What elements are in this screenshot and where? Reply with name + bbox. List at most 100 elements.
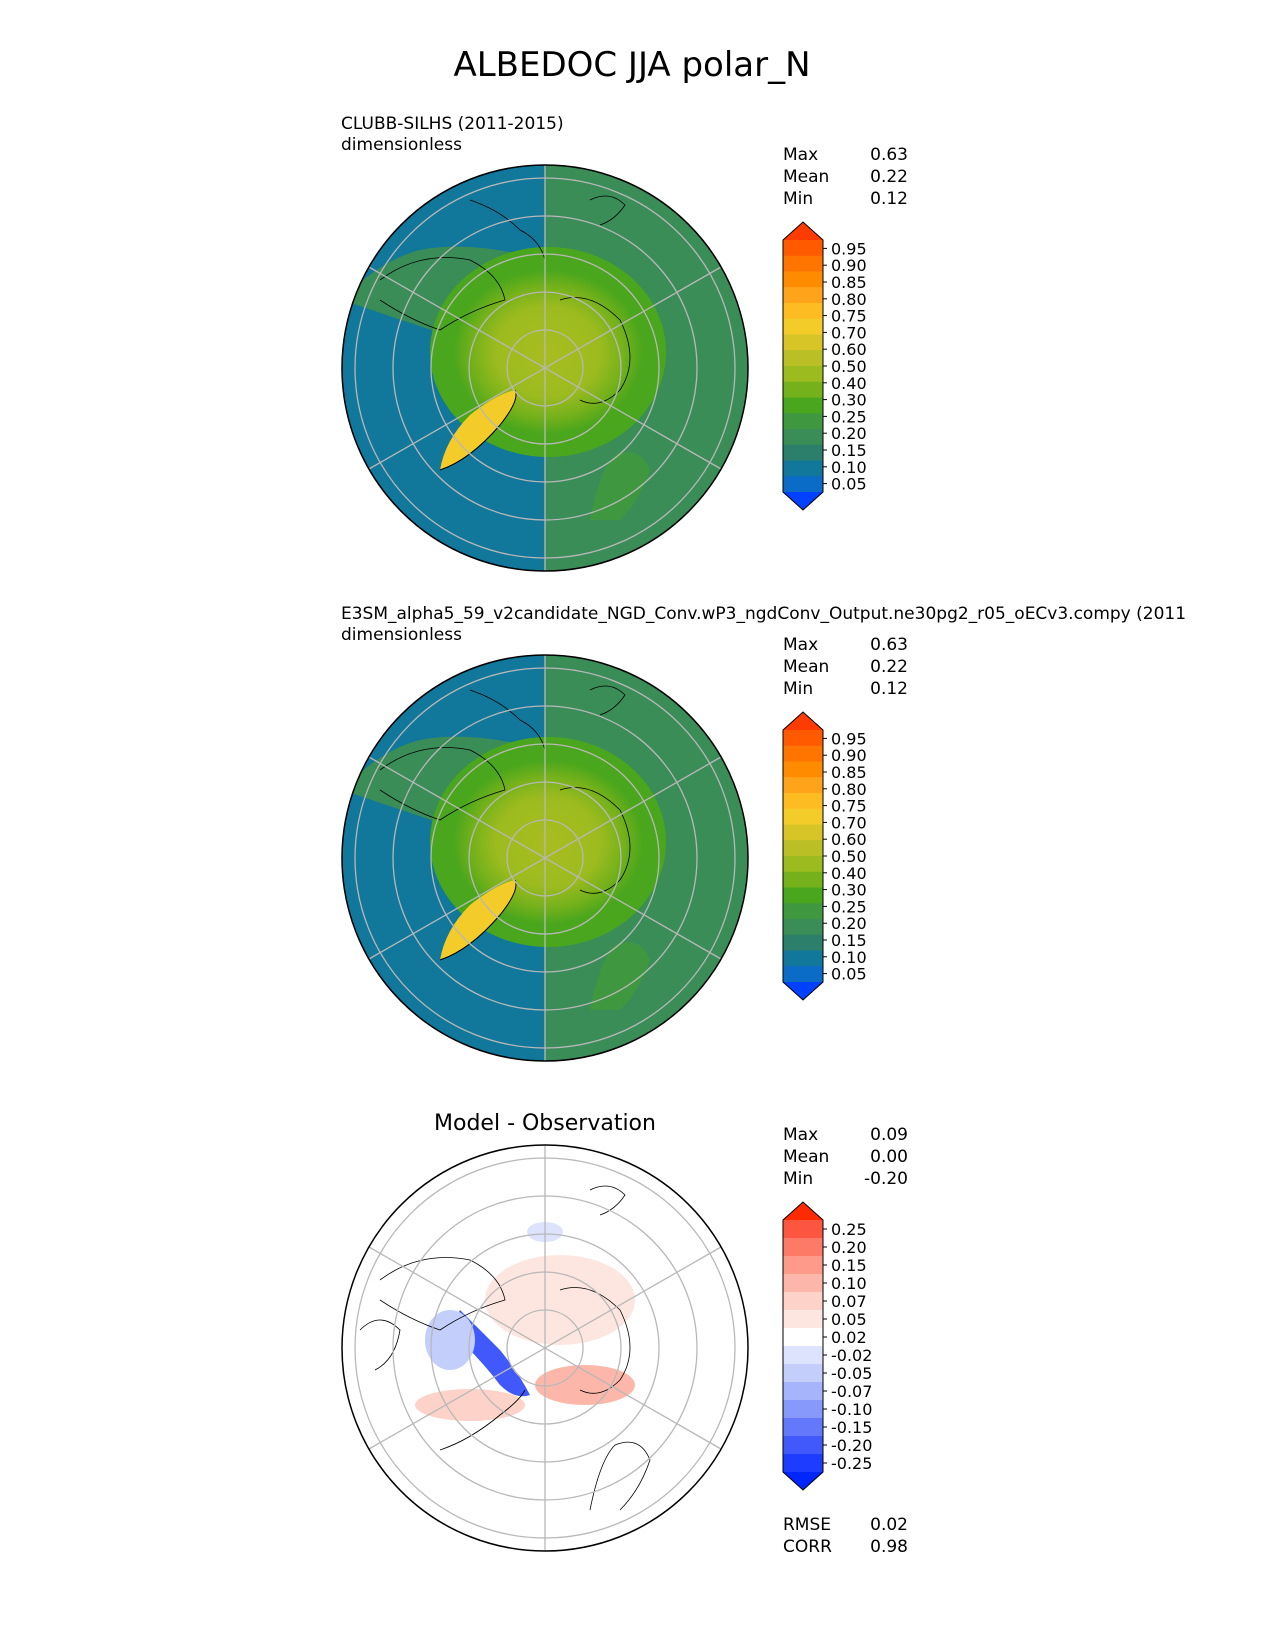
stat-label-min: Min <box>783 1169 813 1189</box>
colorbar-tick-label: 0.95 <box>831 729 867 748</box>
colorbar-tick-label: 0.75 <box>831 797 867 816</box>
colorbar-segment <box>783 761 823 778</box>
colorbar-segment <box>783 1220 823 1239</box>
colorbar-segment <box>783 950 823 967</box>
stat-label-max: Max <box>783 145 818 165</box>
colorbar-segment <box>783 1418 823 1437</box>
positive-anomaly <box>485 1255 635 1345</box>
colorbar-tick-label: 0.80 <box>831 780 867 799</box>
panel-units: dimensionless <box>341 135 462 155</box>
colorbar-segment <box>783 1436 823 1455</box>
colorbar-extend-max <box>783 222 823 240</box>
colorbar-segment <box>783 1364 823 1383</box>
colorbar-segment <box>783 934 823 952</box>
colorbar: 0.950.900.850.800.750.700.600.500.400.30… <box>782 221 867 511</box>
stat-label-min: Min <box>783 679 813 699</box>
colorbar-segment <box>783 840 823 857</box>
stat-value-max: 0.09 <box>870 1125 908 1145</box>
stats-block: Max 0.63 Mean 0.22 Min 0.12 <box>783 635 908 699</box>
colorbar-segment <box>783 887 823 904</box>
colorbar-segment <box>783 366 823 383</box>
colorbar-tick-label: 0.85 <box>831 763 867 782</box>
stat-value-min: -0.20 <box>864 1169 908 1189</box>
colorbar-tick-label: 0.90 <box>831 256 867 275</box>
colorbar-tick-label: 0.60 <box>831 830 867 849</box>
stat-label-mean: Mean <box>783 657 829 677</box>
colorbar-tick-label: 0.10 <box>831 458 867 477</box>
colorbar-tick-label: 0.25 <box>831 897 867 916</box>
stat-label-max: Max <box>783 1125 818 1145</box>
stat-label-min: Min <box>783 189 813 209</box>
colorbar-segment <box>783 1274 823 1293</box>
scandinavia <box>590 452 650 520</box>
colorbar-segment <box>783 413 823 430</box>
colorbar-tick-label: 0.20 <box>831 1238 867 1257</box>
stats-block: Max 0.09 Mean 0.00 Min -0.20 <box>783 1125 908 1189</box>
colorbar-segment <box>783 966 823 983</box>
negative-anomaly <box>456 1310 530 1397</box>
colorbar-segment <box>783 460 823 477</box>
extra-stats-block: RMSE 0.02 CORR 0.98 <box>783 1515 908 1557</box>
graticule <box>354 1145 736 1551</box>
colorbar-tick-label: 0.20 <box>831 424 867 443</box>
stat-value-mean: 0.22 <box>870 167 908 187</box>
colorbar-tick-label: 0.40 <box>831 864 867 883</box>
colorbar-extend-min <box>783 492 823 510</box>
stat-value-rmse: 0.02 <box>870 1515 908 1535</box>
colorbar-tick-label: -0.07 <box>831 1382 872 1401</box>
colorbar-tick-label: 0.40 <box>831 374 867 393</box>
greenland <box>440 880 516 960</box>
colorbar-segment <box>783 856 823 873</box>
stat-label-mean: Mean <box>783 1147 829 1167</box>
colorbar-tick-label: 0.75 <box>831 307 867 326</box>
colorbar-segment <box>783 444 823 462</box>
stat-value-mean: 0.00 <box>870 1147 908 1167</box>
colorbar-tick-label: 0.15 <box>831 441 867 460</box>
positive-anomaly-2 <box>535 1365 635 1405</box>
graticule <box>354 165 736 571</box>
colorbar-tick-label: 0.85 <box>831 273 867 292</box>
colorbar-tick-label: 0.30 <box>831 391 867 410</box>
colorbar-segment <box>783 397 823 414</box>
colorbar-outline <box>782 711 824 1001</box>
colorbar-outline <box>782 1201 824 1491</box>
colorbar-segment <box>783 271 823 288</box>
panel-diff: Model - Observation <box>341 1111 908 1557</box>
colorbar-tick-label: 0.07 <box>831 1292 867 1311</box>
colorbar-tick-label: -0.25 <box>831 1454 872 1473</box>
colorbar-segment <box>783 1256 823 1275</box>
colorbar-segment <box>783 808 823 826</box>
colorbar-segment <box>783 429 823 446</box>
colorbar-outline <box>782 221 824 511</box>
colorbar-segment <box>783 903 823 920</box>
colorbar: 0.250.200.150.100.070.050.02-0.02-0.05-0… <box>782 1201 872 1491</box>
map-border <box>341 1144 749 1552</box>
polar-map <box>342 655 748 1061</box>
panel-title: CLUBB-SILHS (2011-2015) <box>341 114 564 134</box>
colorbar-tick-label: 0.95 <box>831 239 867 258</box>
colorbar-segment <box>783 303 823 320</box>
colorbar-segment <box>783 1454 823 1473</box>
colorbar-segment <box>783 745 823 763</box>
colorbar-tick-label: 0.50 <box>831 357 867 376</box>
colorbar-tick-label: 0.70 <box>831 323 867 342</box>
greenland <box>440 390 516 470</box>
colorbar-tick-label: 0.10 <box>831 948 867 967</box>
colorbar-segment <box>783 919 823 936</box>
colorbar-tick-label: 0.30 <box>831 881 867 900</box>
colorbar-segment <box>783 334 823 351</box>
scandinavia <box>590 942 650 1010</box>
stat-label-mean: Mean <box>783 167 829 187</box>
map-border <box>341 164 749 572</box>
stat-value-min: 0.12 <box>870 189 908 209</box>
stat-value-corr: 0.98 <box>870 1537 908 1557</box>
colorbar-tick-label: 0.10 <box>831 1274 867 1293</box>
colorbar-segment <box>783 871 823 889</box>
colorbar-segment <box>783 476 823 493</box>
colorbar-tick-label: -0.10 <box>831 1400 872 1419</box>
colorbar-segment <box>783 793 823 810</box>
stat-label-rmse: RMSE <box>783 1515 831 1535</box>
stat-value-max: 0.63 <box>870 635 908 655</box>
colorbar-tick-label: 0.60 <box>831 340 867 359</box>
